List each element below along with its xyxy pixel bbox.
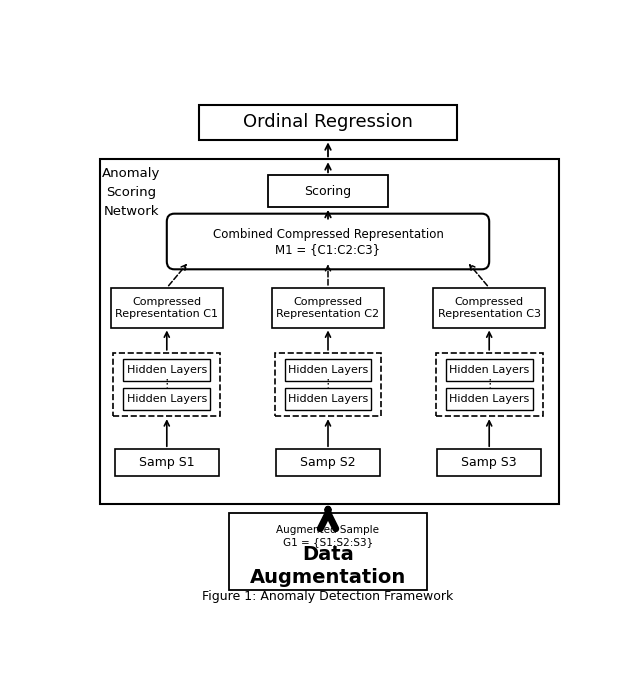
Text: Compressed
Representation C1: Compressed Representation C1	[115, 297, 218, 319]
FancyBboxPatch shape	[436, 353, 543, 416]
Text: M1 = {C1:C2:C3}: M1 = {C1:C2:C3}	[275, 244, 381, 257]
FancyBboxPatch shape	[167, 214, 489, 269]
Text: G1 = {S1:S2:S3}: G1 = {S1:S2:S3}	[283, 537, 373, 547]
FancyBboxPatch shape	[446, 358, 532, 381]
FancyBboxPatch shape	[272, 288, 384, 327]
FancyBboxPatch shape	[115, 449, 219, 475]
Text: Hidden Layers: Hidden Layers	[449, 365, 529, 375]
Text: Hidden Layers: Hidden Layers	[127, 394, 207, 405]
Text: Hidden Layers: Hidden Layers	[288, 394, 368, 405]
Text: Data
Augmentation: Data Augmentation	[250, 545, 406, 588]
Text: Samp S3: Samp S3	[461, 456, 517, 469]
Text: ⋮: ⋮	[483, 378, 495, 391]
Text: Hidden Layers: Hidden Layers	[449, 394, 529, 405]
FancyBboxPatch shape	[446, 388, 532, 411]
Text: Hidden Layers: Hidden Layers	[288, 365, 368, 375]
FancyBboxPatch shape	[437, 449, 541, 475]
Text: Hidden Layers: Hidden Layers	[127, 365, 207, 375]
Text: Samp S1: Samp S1	[139, 456, 195, 469]
Bar	[100, 160, 559, 504]
Text: Scoring: Scoring	[305, 184, 351, 197]
FancyBboxPatch shape	[275, 353, 381, 416]
Text: Ordinal Regression: Ordinal Regression	[243, 114, 413, 131]
FancyBboxPatch shape	[124, 388, 210, 411]
Text: Combined Compressed Representation: Combined Compressed Representation	[212, 228, 444, 241]
Text: Figure 1: Anomaly Detection Framework: Figure 1: Anomaly Detection Framework	[202, 590, 454, 603]
FancyBboxPatch shape	[276, 449, 380, 475]
FancyBboxPatch shape	[433, 288, 545, 327]
Text: Compressed
Representation C2: Compressed Representation C2	[276, 297, 380, 319]
Text: Compressed
Representation C3: Compressed Representation C3	[438, 297, 541, 319]
FancyBboxPatch shape	[285, 388, 371, 411]
FancyBboxPatch shape	[124, 358, 210, 381]
Text: Augmented Sample: Augmented Sample	[276, 525, 380, 535]
Text: Samp S2: Samp S2	[300, 456, 356, 469]
Text: ⋮: ⋮	[322, 378, 334, 391]
FancyBboxPatch shape	[199, 105, 457, 140]
FancyBboxPatch shape	[113, 353, 220, 416]
FancyBboxPatch shape	[111, 288, 223, 327]
FancyBboxPatch shape	[269, 175, 388, 207]
Text: ⋮: ⋮	[161, 378, 173, 391]
FancyBboxPatch shape	[229, 513, 428, 590]
Text: Anomaly
Scoring
Network: Anomaly Scoring Network	[102, 167, 161, 218]
FancyBboxPatch shape	[285, 358, 371, 381]
